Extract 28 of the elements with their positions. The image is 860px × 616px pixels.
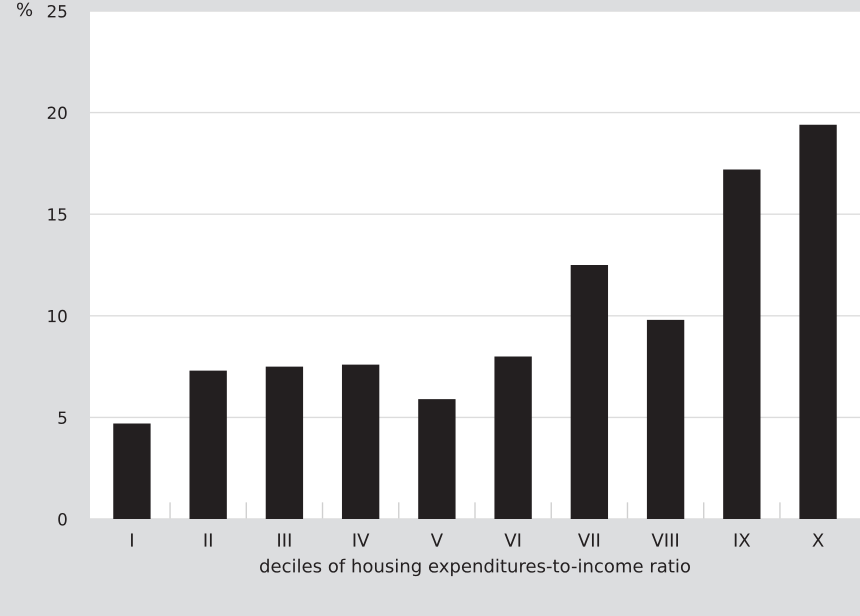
x-tick-label: I bbox=[131, 533, 133, 547]
y-tick-label: 5 bbox=[58, 412, 66, 424]
x-tick-label: VIII bbox=[652, 533, 678, 547]
x-tick-label: VII bbox=[578, 533, 600, 547]
x-axis-title: deciles of housing expenditures-to-income ratio bbox=[260, 558, 690, 576]
x-tick-label: III bbox=[278, 533, 291, 547]
y-tick-label: 0 bbox=[58, 512, 67, 526]
bar bbox=[342, 364, 380, 519]
bar bbox=[113, 423, 151, 519]
x-tick-label: II bbox=[204, 533, 212, 547]
bar bbox=[494, 356, 532, 519]
x-tick-label: X bbox=[812, 533, 824, 547]
x-tick-label: V bbox=[430, 533, 443, 547]
y-tick-label: 15 bbox=[48, 208, 66, 221]
bar bbox=[189, 370, 227, 519]
x-tick-label: IV bbox=[354, 533, 370, 547]
bar bbox=[266, 366, 304, 519]
y-axis-title: % bbox=[16, 2, 32, 16]
y-tick-label: 10 bbox=[48, 310, 67, 322]
bar bbox=[799, 124, 837, 519]
bar bbox=[723, 169, 761, 519]
bar bbox=[418, 399, 456, 519]
y-tick-label: 20 bbox=[48, 106, 67, 120]
y-tick-label: 25 bbox=[48, 4, 66, 18]
x-tick-label: VI bbox=[504, 533, 520, 547]
bar bbox=[646, 320, 684, 519]
x-tick-label: IX bbox=[734, 533, 750, 547]
bar bbox=[570, 265, 608, 519]
